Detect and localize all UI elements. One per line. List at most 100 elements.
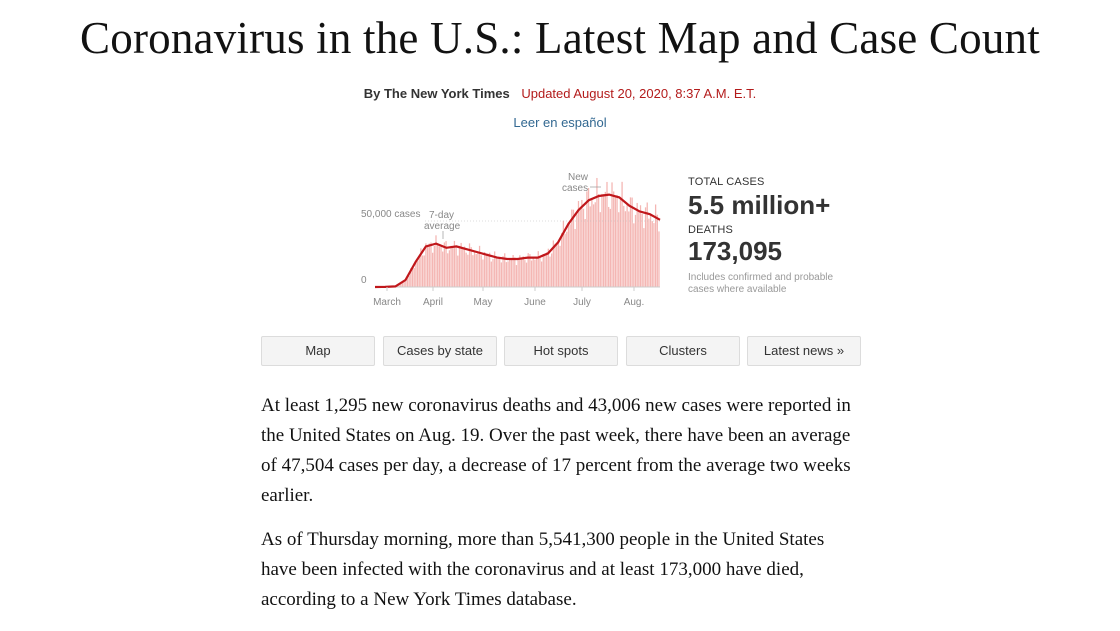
- daily-case-bar: [452, 247, 454, 287]
- nav-map-button[interactable]: Map: [261, 336, 375, 366]
- y-tick-50000: 50,000 cases: [361, 209, 421, 220]
- new-cases-annotation-2: cases: [562, 183, 588, 194]
- daily-case-bar: [626, 204, 628, 287]
- daily-case-bar: [421, 255, 424, 287]
- daily-case-bar: [509, 258, 511, 287]
- daily-case-bar: [398, 284, 400, 287]
- daily-case-bar: [423, 255, 425, 287]
- daily-case-bar: [532, 257, 534, 287]
- avg-annotation-2: average: [424, 221, 461, 232]
- daily-case-bar: [619, 198, 622, 287]
- daily-case-bar: [581, 199, 583, 287]
- section-nav: Map Cases by state Hot spots Clusters La…: [261, 336, 861, 366]
- daily-case-bar: [416, 261, 419, 287]
- daily-case-bar: [510, 259, 513, 287]
- daily-case-bar: [547, 248, 549, 287]
- daily-case-bar: [562, 220, 565, 287]
- daily-case-bar: [489, 252, 491, 287]
- daily-case-bar: [596, 177, 598, 287]
- daily-case-bar: [564, 233, 566, 287]
- summary-paragraph-2: As of Thursday morning, more than 5,541,…: [261, 529, 825, 610]
- daily-case-bar: [504, 253, 506, 287]
- daily-case-bar: [514, 257, 516, 287]
- daily-case-bar: [644, 207, 647, 287]
- daily-case-bar: [609, 208, 611, 287]
- daily-case-bar: [577, 200, 580, 287]
- daily-case-bar: [638, 211, 640, 287]
- daily-case-bar: [443, 242, 446, 287]
- daily-case-bar: [420, 248, 422, 287]
- daily-case-bar: [468, 243, 471, 287]
- daily-case-bar: [623, 205, 625, 287]
- daily-case-bar: [641, 213, 643, 287]
- daily-case-bar: [460, 242, 462, 287]
- daily-case-bar: [557, 240, 560, 287]
- nav-latest-news-button[interactable]: Latest news »: [747, 336, 861, 366]
- daily-case-bar: [544, 253, 546, 287]
- byline-row: By The New York Times Updated August 20,…: [0, 86, 1120, 101]
- daily-case-bar: [467, 254, 469, 287]
- x-tick-label: Aug.: [624, 297, 645, 308]
- daily-case-bar: [478, 245, 481, 287]
- page-title: Coronavirus in the U.S.: Latest Map and …: [80, 13, 1040, 63]
- byline: By The New York Times: [363, 86, 510, 101]
- daily-case-bar: [566, 231, 568, 287]
- daily-case-bar: [495, 256, 497, 287]
- daily-case-bar: [603, 194, 605, 287]
- daily-case-bar: [653, 223, 655, 287]
- daily-case-bar: [589, 206, 591, 287]
- daily-case-bar: [525, 262, 528, 287]
- nav-clusters-button[interactable]: Clusters: [626, 336, 740, 366]
- daily-case-bar: [579, 207, 581, 287]
- daily-case-bar: [408, 275, 410, 287]
- daily-case-bar: [618, 212, 620, 287]
- daily-case-bar: [634, 214, 637, 287]
- daily-case-bar: [658, 231, 660, 287]
- daily-case-bar: [646, 202, 648, 287]
- daily-case-bar: [519, 255, 521, 287]
- spanish-link[interactable]: Leer en español: [513, 115, 607, 130]
- nav-hot-spots-button[interactable]: Hot spots: [504, 336, 618, 366]
- daily-case-bar: [494, 251, 496, 287]
- daily-case-bar: [606, 181, 608, 287]
- x-tick-label: March: [373, 297, 401, 308]
- daily-case-bar: [654, 204, 657, 287]
- daily-case-bar: [430, 242, 432, 287]
- daily-case-bar: [554, 243, 556, 287]
- daily-case-bar: [599, 212, 601, 287]
- daily-case-bar: [470, 247, 472, 287]
- daily-case-bar: [639, 205, 642, 287]
- daily-case-bar: [507, 261, 509, 287]
- chart-bars: [376, 177, 660, 287]
- daily-case-bar: [472, 255, 474, 287]
- new-cases-annotation-1: New: [568, 172, 589, 183]
- daily-case-bar: [448, 250, 451, 287]
- daily-case-bar: [497, 258, 499, 287]
- daily-case-bar: [586, 191, 588, 287]
- daily-case-bar: [576, 214, 578, 287]
- daily-case-bar: [411, 267, 414, 287]
- daily-case-bar: [522, 256, 524, 287]
- daily-case-bar: [447, 253, 449, 287]
- daily-case-bar: [438, 246, 440, 287]
- daily-case-bar: [594, 202, 596, 287]
- nav-cases-by-state-button[interactable]: Cases by state: [383, 336, 497, 366]
- daily-case-bar: [410, 268, 412, 287]
- daily-case-bar: [499, 258, 501, 287]
- x-axis-labels: March April May June July Aug.: [373, 287, 644, 308]
- daily-case-bar: [611, 182, 613, 287]
- daily-case-bar: [462, 248, 464, 287]
- deaths-value: 173,095: [688, 236, 782, 266]
- daily-case-bar: [604, 191, 606, 287]
- daily-case-bar: [485, 253, 487, 287]
- daily-case-bar: [633, 223, 635, 287]
- x-tick-label: May: [474, 297, 493, 308]
- daily-case-bar: [529, 254, 531, 287]
- daily-case-bar: [559, 245, 561, 287]
- daily-case-bar: [502, 256, 504, 287]
- daily-case-bar: [437, 244, 439, 287]
- daily-case-bar: [574, 229, 576, 287]
- daily-case-bar: [455, 245, 457, 287]
- x-tick-label: July: [573, 297, 591, 308]
- daily-case-bar: [457, 255, 459, 287]
